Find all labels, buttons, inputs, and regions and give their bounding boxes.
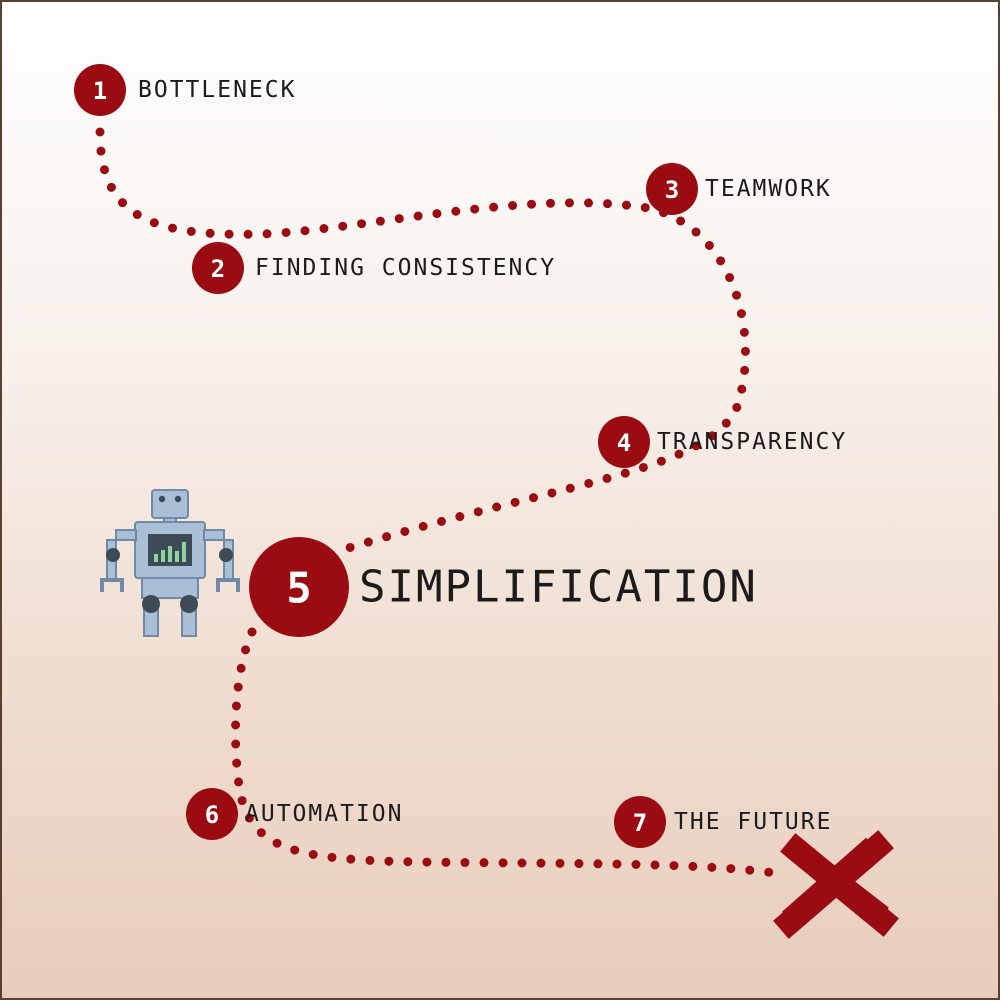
step-3-number: 3: [665, 176, 679, 204]
step-3-badge: [646, 163, 698, 215]
step-5-number: 5: [286, 564, 311, 613]
step-5-label: SIMPLIFICATION: [359, 562, 758, 613]
step-6-number: 6: [205, 801, 219, 829]
x-mark-icon: [773, 830, 899, 939]
step-7: 7 THE FUTURE: [614, 796, 832, 848]
step-1-label: BOTTLENECK: [138, 77, 296, 103]
step-4: 4 TRANSPARENCY: [598, 416, 847, 468]
dotted-trail: [95, 127, 787, 879]
step-4-badge: [598, 416, 650, 468]
step-3-label: TEAMWORK: [705, 176, 832, 202]
step-6: 6 AUTOMATION: [186, 788, 403, 840]
step-4-number: 4: [617, 429, 631, 457]
step-6-badge: [186, 788, 238, 840]
robot-icon: [100, 489, 240, 637]
step-4-label: TRANSPARENCY: [657, 429, 847, 455]
step-7-number: 7: [633, 809, 647, 837]
step-2-badge: [192, 242, 244, 294]
step-7-badge: [614, 796, 666, 848]
step-1-badge: [74, 64, 126, 116]
step-1: 1 BOTTLENECK: [74, 64, 296, 116]
step-2-number: 2: [211, 255, 225, 283]
step-5-badge: [249, 537, 349, 637]
step-2-label: FINDING CONSISTENCY: [255, 255, 556, 281]
steps-layer: 1 BOTTLENECK 2 FINDING CONSISTENCY 3 TEA…: [74, 64, 847, 848]
step-5: 5 SIMPLIFICATION: [249, 537, 758, 637]
step-7-label: THE FUTURE: [674, 809, 832, 835]
step-6-label: AUTOMATION: [245, 801, 403, 827]
step-1-number: 1: [93, 77, 107, 105]
step-3: 3 TEAMWORK: [646, 163, 832, 215]
step-2: 2 FINDING CONSISTENCY: [192, 242, 556, 294]
